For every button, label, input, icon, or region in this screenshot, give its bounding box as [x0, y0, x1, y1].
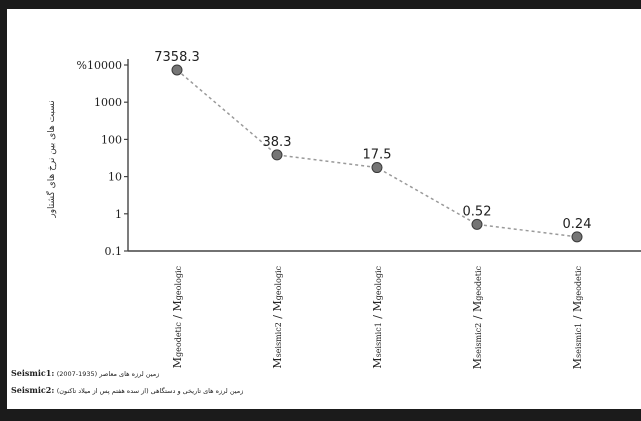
x-tick-symbol: M — [371, 357, 384, 368]
data-labels: 7358.3 38.3 17.5 0.52 0.24 — [154, 50, 591, 232]
series-points — [171, 64, 583, 243]
legend-item-seismic1: Seismic1: (2007-1935) زمین لرزه های معاص… — [11, 365, 631, 382]
x-tick-subscript: geodetic — [474, 265, 483, 300]
legend-key: Seismic1: — [11, 368, 55, 378]
y-tick-label: 0.1 — [105, 245, 123, 258]
data-point — [571, 231, 583, 243]
data-label: 7358.3 — [154, 50, 200, 65]
y-axis-label: نسبت های بین نرخ های گشتاور — [45, 100, 57, 218]
x-tick-symbol: M — [571, 301, 584, 312]
x-tick-label: Mseismic2 / Mgeologic — [271, 265, 284, 368]
x-tick-symbol: / — [271, 311, 284, 322]
x-tick-subscript: seismic1 — [374, 322, 383, 357]
x-tick-symbol: M — [171, 357, 184, 368]
x-tick-symbol: M — [471, 358, 484, 369]
series-polyline — [176, 69, 578, 238]
x-tick-text: Mseismic2 / Mgeodetic — [471, 265, 484, 369]
x-tick-symbol: M — [171, 300, 184, 311]
x-tick-text: Mgeodetic / Mgeologic — [171, 265, 184, 368]
data-label: 17.5 — [363, 148, 392, 163]
x-tick-label: Mseismic1 / Mgeologic — [371, 265, 384, 368]
x-tick-label: Mseismic2 / Mgeodetic — [471, 265, 484, 369]
x-tick-symbol: M — [271, 300, 284, 311]
x-tick-subscript: geodetic — [174, 322, 183, 357]
y-tick-label: 1000 — [94, 96, 122, 109]
x-tick-subscript: geologic — [174, 265, 183, 300]
y-tick-label: %10000 — [77, 59, 122, 72]
data-label: 0.24 — [563, 217, 592, 232]
x-tick-label: Mgeodetic / Mgeologic — [171, 265, 184, 368]
x-tick-label: Mseismic1 / Mgeodetic — [571, 265, 584, 369]
x-tick-text: Mseismic1 / Mgeodetic — [571, 265, 584, 369]
y-tick-label: 1 — [115, 208, 122, 221]
x-tick-text: Mseismic2 / Mgeologic — [271, 265, 284, 368]
x-tick-subscript: geodetic — [574, 265, 583, 300]
x-tick-subscript: geologic — [274, 265, 283, 300]
chart-panel: %10000 1000 100 10 1 0.1 7358.3 38.3 17.5 0.52 0.… — [7, 9, 641, 409]
data-point — [371, 162, 383, 174]
x-tick-symbol: / — [171, 311, 184, 322]
x-tick-symbol: / — [571, 312, 584, 323]
legend-text: (2007-1935) زمین لرزه های معاصر — [56, 370, 160, 378]
x-tick-symbol: M — [271, 357, 284, 368]
data-point — [171, 64, 183, 76]
x-tick-subscript: seismic1 — [574, 323, 583, 358]
data-point — [271, 149, 283, 161]
x-tick-symbol: / — [371, 311, 384, 322]
x-tick-subscript: geologic — [374, 265, 383, 300]
y-tick-label: 100 — [101, 133, 122, 146]
legend-key: Seismic2: — [11, 385, 55, 395]
data-label: 0.52 — [463, 204, 492, 219]
y-tick-label: 10 — [108, 171, 122, 184]
x-tick-symbol: M — [371, 300, 384, 311]
series-line — [176, 69, 578, 238]
x-tick-subscript: seismic2 — [474, 323, 483, 358]
data-point — [471, 218, 483, 230]
data-label: 38.3 — [263, 135, 292, 150]
x-tick-text: Mseismic1 / Mgeologic — [371, 265, 384, 368]
chart-svg: %10000 1000 100 10 1 0.1 7358.3 38.3 17.5 0.52 0.… — [45, 50, 641, 369]
legend-text: زمین لرزه های تاریخی و دستگاهی (از سده ه… — [56, 387, 244, 395]
x-tick-symbol: M — [471, 301, 484, 312]
x-tick-symbol: / — [471, 312, 484, 323]
x-tick-subscript: seismic2 — [274, 322, 283, 357]
axes: %10000 1000 100 10 1 0.1 — [77, 59, 641, 258]
legend: Seismic1: (2007-1935) زمین لرزه های معاص… — [11, 365, 631, 399]
x-tick-symbol: M — [571, 358, 584, 369]
legend-item-seismic2: Seismic2: زمین لرزه های تاریخی و دستگاهی… — [11, 382, 631, 399]
